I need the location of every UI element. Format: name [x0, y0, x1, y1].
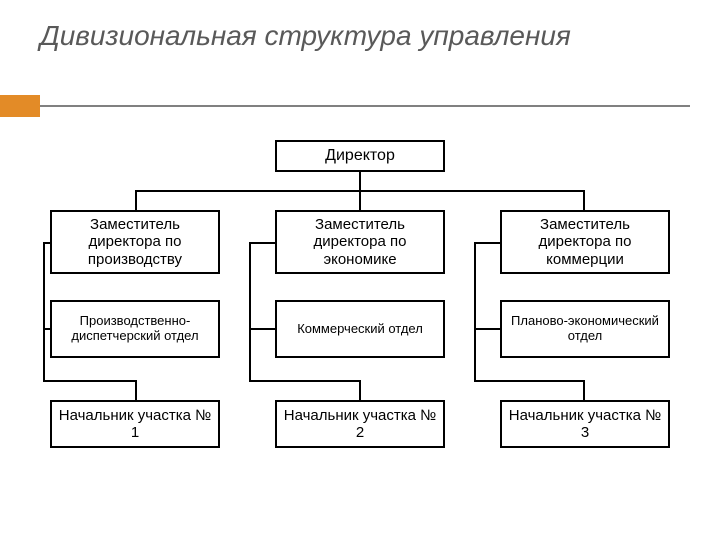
node-label: Начальник участка № 1 [58, 407, 212, 442]
node-head1: Начальник участка № 1 [50, 400, 220, 448]
node-label: Заместитель директора по производству [58, 216, 212, 268]
title-underline [40, 105, 690, 107]
title-area: Дивизиональная структура управления [40, 20, 680, 52]
node-label: Производственно-диспетчерский отдел [58, 314, 212, 344]
node-dep_comm: Заместитель директора по коммерции [500, 210, 670, 274]
connector-prod_arm_bot [43, 380, 135, 382]
node-label: Начальник участка № 2 [283, 407, 437, 442]
connector-econ_to_head2 [359, 380, 361, 400]
connector-comm_to_head3 [583, 380, 585, 400]
node-director: Директор [275, 140, 445, 172]
connector-econ_arm_bot [249, 380, 359, 382]
connector-prod_drop [43, 242, 45, 382]
node-label: Директор [325, 147, 395, 165]
node-label: Коммерческий отдел [297, 322, 423, 337]
node-label: Заместитель директора по экономике [283, 216, 437, 268]
connector-econ_drop [249, 242, 251, 382]
connector-prod_arm_top [43, 242, 50, 244]
node-head3: Начальник участка № 3 [500, 400, 670, 448]
connector-prod_to_head1 [135, 380, 137, 400]
connector-comm_drop [474, 242, 476, 382]
node-label: Начальник участка № 3 [508, 407, 662, 442]
connector-comm_arm_bot [474, 380, 584, 382]
node-div_prod: Производственно-диспетчерский отдел [50, 300, 220, 358]
node-dep_prod: Заместитель директора по производству [50, 210, 220, 274]
connector-top_to_prod [135, 190, 137, 210]
node-div_comm: Коммерческий отдел [275, 300, 445, 358]
accent-bar [0, 95, 40, 117]
node-label: Планово-экономический отдел [508, 314, 662, 344]
node-label: Заместитель директора по коммерции [508, 216, 662, 268]
connector-top_to_econ [359, 190, 361, 210]
connector-top_to_comm [583, 190, 585, 210]
slide: Дивизиональная структура управления Дире… [0, 0, 720, 540]
node-div_plan: Планово-экономический отдел [500, 300, 670, 358]
node-head2: Начальник участка № 2 [275, 400, 445, 448]
connector-prod_arm_div [43, 328, 50, 330]
connector-comm_arm_div [474, 328, 500, 330]
connector-econ_arm_top [249, 242, 275, 244]
connector-econ_arm_div [249, 328, 275, 330]
slide-title: Дивизиональная структура управления [40, 20, 680, 52]
connector-comm_arm_top [474, 242, 500, 244]
connector-top_drop [359, 172, 361, 190]
node-dep_econ: Заместитель директора по экономике [275, 210, 445, 274]
